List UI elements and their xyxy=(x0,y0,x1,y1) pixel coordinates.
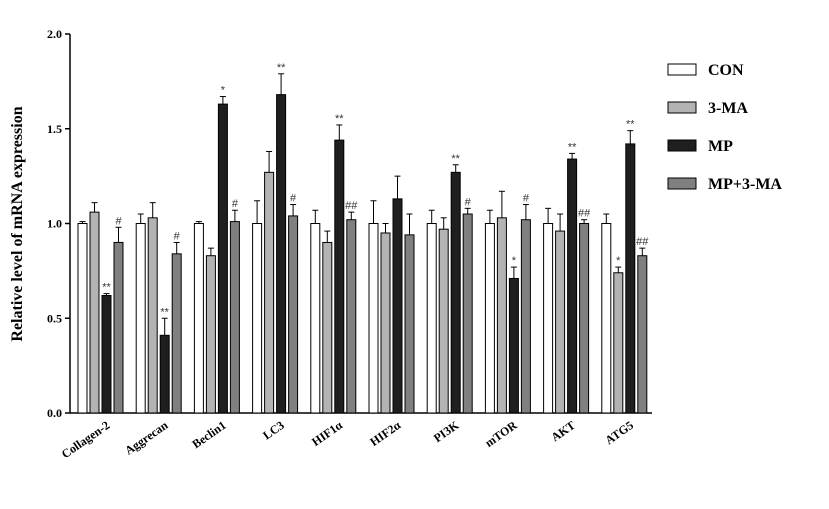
bar xyxy=(484,223,495,414)
significance-label: ## xyxy=(636,236,649,248)
bar xyxy=(135,223,146,414)
legend-swatch xyxy=(667,101,697,114)
bar xyxy=(193,223,204,414)
y-tick-label: 1.5 xyxy=(47,122,62,136)
bar xyxy=(613,272,624,414)
bar xyxy=(310,223,321,414)
bar xyxy=(520,219,531,414)
significance-label: ## xyxy=(578,208,591,220)
significance-label: ** xyxy=(626,119,635,131)
bar xyxy=(543,223,554,414)
bar xyxy=(288,215,299,414)
bar xyxy=(404,234,415,414)
bar xyxy=(601,223,612,414)
bar xyxy=(264,171,275,414)
legend-swatch xyxy=(667,63,697,76)
significance-label: ## xyxy=(345,200,358,212)
x-tick-label: AKT xyxy=(548,418,577,444)
bar xyxy=(101,295,112,414)
significance-label: * xyxy=(616,255,621,267)
bar xyxy=(392,198,403,414)
legend-label: MP xyxy=(708,138,733,155)
bar xyxy=(205,255,216,414)
bar xyxy=(496,217,507,414)
significance-label: * xyxy=(221,85,226,97)
bar xyxy=(147,217,158,414)
y-tick-label: 0.5 xyxy=(47,311,62,325)
bar xyxy=(113,241,124,414)
x-tick-label: ATG5 xyxy=(602,418,636,447)
x-tick-label: mTOR xyxy=(482,418,520,450)
significance-label: ** xyxy=(568,141,577,153)
x-tick-label: LC3 xyxy=(260,418,287,442)
significance-label: # xyxy=(290,193,297,205)
bar xyxy=(438,228,449,414)
significance-label: # xyxy=(232,198,239,210)
bar xyxy=(462,213,473,414)
bar xyxy=(171,253,182,414)
significance-label: * xyxy=(512,255,517,267)
bar xyxy=(322,241,333,414)
x-tick-label: Beclin1 xyxy=(189,418,228,451)
legend-label: 3-MA xyxy=(708,100,748,117)
bar xyxy=(77,223,88,414)
significance-label: # xyxy=(465,196,472,208)
bar xyxy=(555,230,566,414)
legend-swatch xyxy=(667,139,697,152)
y-axis-title: Relative level of mRNA expression xyxy=(9,106,26,341)
bar xyxy=(252,223,263,414)
bar xyxy=(159,334,170,414)
significance-label: ** xyxy=(102,282,111,294)
significance-label: ** xyxy=(335,113,344,125)
x-tick-label: HIF2α xyxy=(367,418,403,449)
y-tick-label: 1.0 xyxy=(47,217,62,231)
bar xyxy=(334,139,345,414)
x-tick-label: PI3K xyxy=(431,418,462,446)
legend-label: CON xyxy=(708,62,744,79)
legend: CON 3-MA MP MP+3-MA xyxy=(667,62,782,193)
bar xyxy=(380,232,391,414)
bar xyxy=(229,221,240,414)
significance-label: ** xyxy=(160,306,169,318)
bar xyxy=(276,94,287,414)
significance-label: # xyxy=(174,230,181,242)
bar xyxy=(508,277,519,414)
y-tick-label: 2.0 xyxy=(47,27,62,41)
x-tick-label: HIF1α xyxy=(309,418,345,449)
legend-label: MP+3-MA xyxy=(708,176,782,193)
x-tick-label: Aggrecan xyxy=(122,418,171,458)
bar xyxy=(579,223,590,414)
bar xyxy=(567,158,578,414)
significance-label: ** xyxy=(277,62,286,74)
bar xyxy=(346,219,357,414)
significance-label: # xyxy=(115,215,122,227)
y-tick-label: 0.0 xyxy=(47,406,62,420)
legend-swatch xyxy=(667,177,697,190)
bar xyxy=(89,211,100,414)
significance-label: # xyxy=(523,193,530,205)
bar xyxy=(426,223,437,414)
bar xyxy=(368,223,379,414)
bars-layer xyxy=(77,73,648,414)
bar xyxy=(217,103,228,414)
bar xyxy=(637,255,648,414)
x-tick-label: Collagen-2 xyxy=(59,418,112,461)
bar xyxy=(450,171,461,414)
bar xyxy=(625,143,636,414)
significance-label: ** xyxy=(451,153,460,165)
